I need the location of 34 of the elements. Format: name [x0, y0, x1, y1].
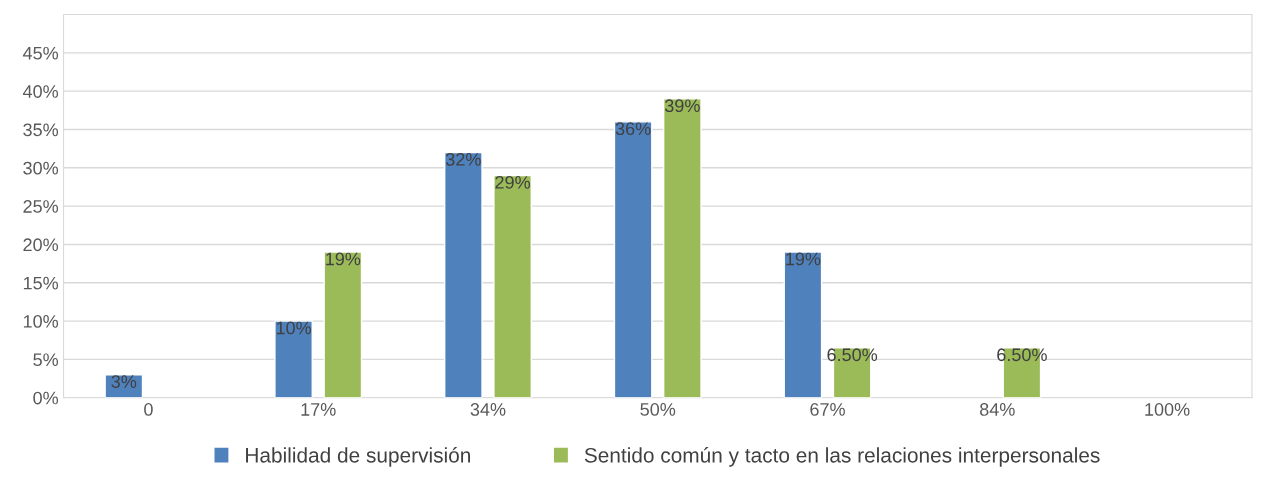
bar — [274, 320, 313, 398]
bar — [662, 98, 702, 398]
data-label: 10% — [276, 321, 312, 335]
legend-label: Habilidad de supervisión — [246, 447, 470, 467]
data-label: 36% — [615, 122, 651, 136]
x-tick-label: 50% — [640, 403, 676, 416]
y-tick-label: 25% — [23, 200, 59, 213]
y-tick-label: 0% — [33, 391, 59, 405]
y-tick-label: 45% — [22, 46, 59, 60]
data-label: 32% — [445, 152, 481, 166]
y-tick-label: 5% — [33, 353, 59, 367]
x-tick-label: 100% — [1145, 403, 1190, 416]
data-label: 19% — [786, 252, 821, 266]
x-tick-label: 34% — [470, 403, 506, 416]
y-tick-label: 15% — [23, 276, 59, 290]
data-label: 19% — [326, 252, 361, 266]
data-label: 39% — [664, 99, 700, 113]
data-label: 29% — [495, 175, 531, 189]
bar — [493, 174, 532, 398]
y-tick-label: 20% — [23, 238, 59, 252]
data-label: 3% — [111, 375, 137, 388]
y-tick-label: 30% — [23, 161, 59, 175]
bar — [613, 121, 653, 398]
y-tick-label: 40% — [22, 85, 59, 98]
y-tick-label: 35% — [23, 123, 59, 137]
bar — [323, 251, 363, 398]
y-tick-label: 10% — [23, 315, 59, 328]
x-tick-label: 17% — [301, 403, 336, 416]
bar — [443, 151, 483, 398]
x-tick-label: 0 — [144, 403, 153, 416]
bar — [783, 251, 823, 398]
x-tick-label: 84% — [980, 403, 1015, 416]
x-tick-label: 67% — [810, 403, 845, 416]
legend-label: Sentido común y tacto en las relaciones interpersonales — [584, 447, 1100, 467]
